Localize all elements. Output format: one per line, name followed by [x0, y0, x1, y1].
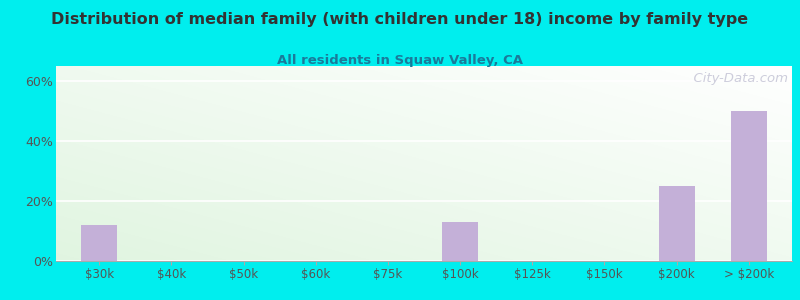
- Bar: [730, 111, 766, 261]
- Text: Distribution of median family (with children under 18) income by family type: Distribution of median family (with chil…: [51, 12, 749, 27]
- Bar: [442, 222, 478, 261]
- Text: City-Data.com: City-Data.com: [686, 72, 788, 85]
- Bar: [82, 225, 118, 261]
- Text: All residents in Squaw Valley, CA: All residents in Squaw Valley, CA: [277, 54, 523, 67]
- Bar: [658, 186, 694, 261]
